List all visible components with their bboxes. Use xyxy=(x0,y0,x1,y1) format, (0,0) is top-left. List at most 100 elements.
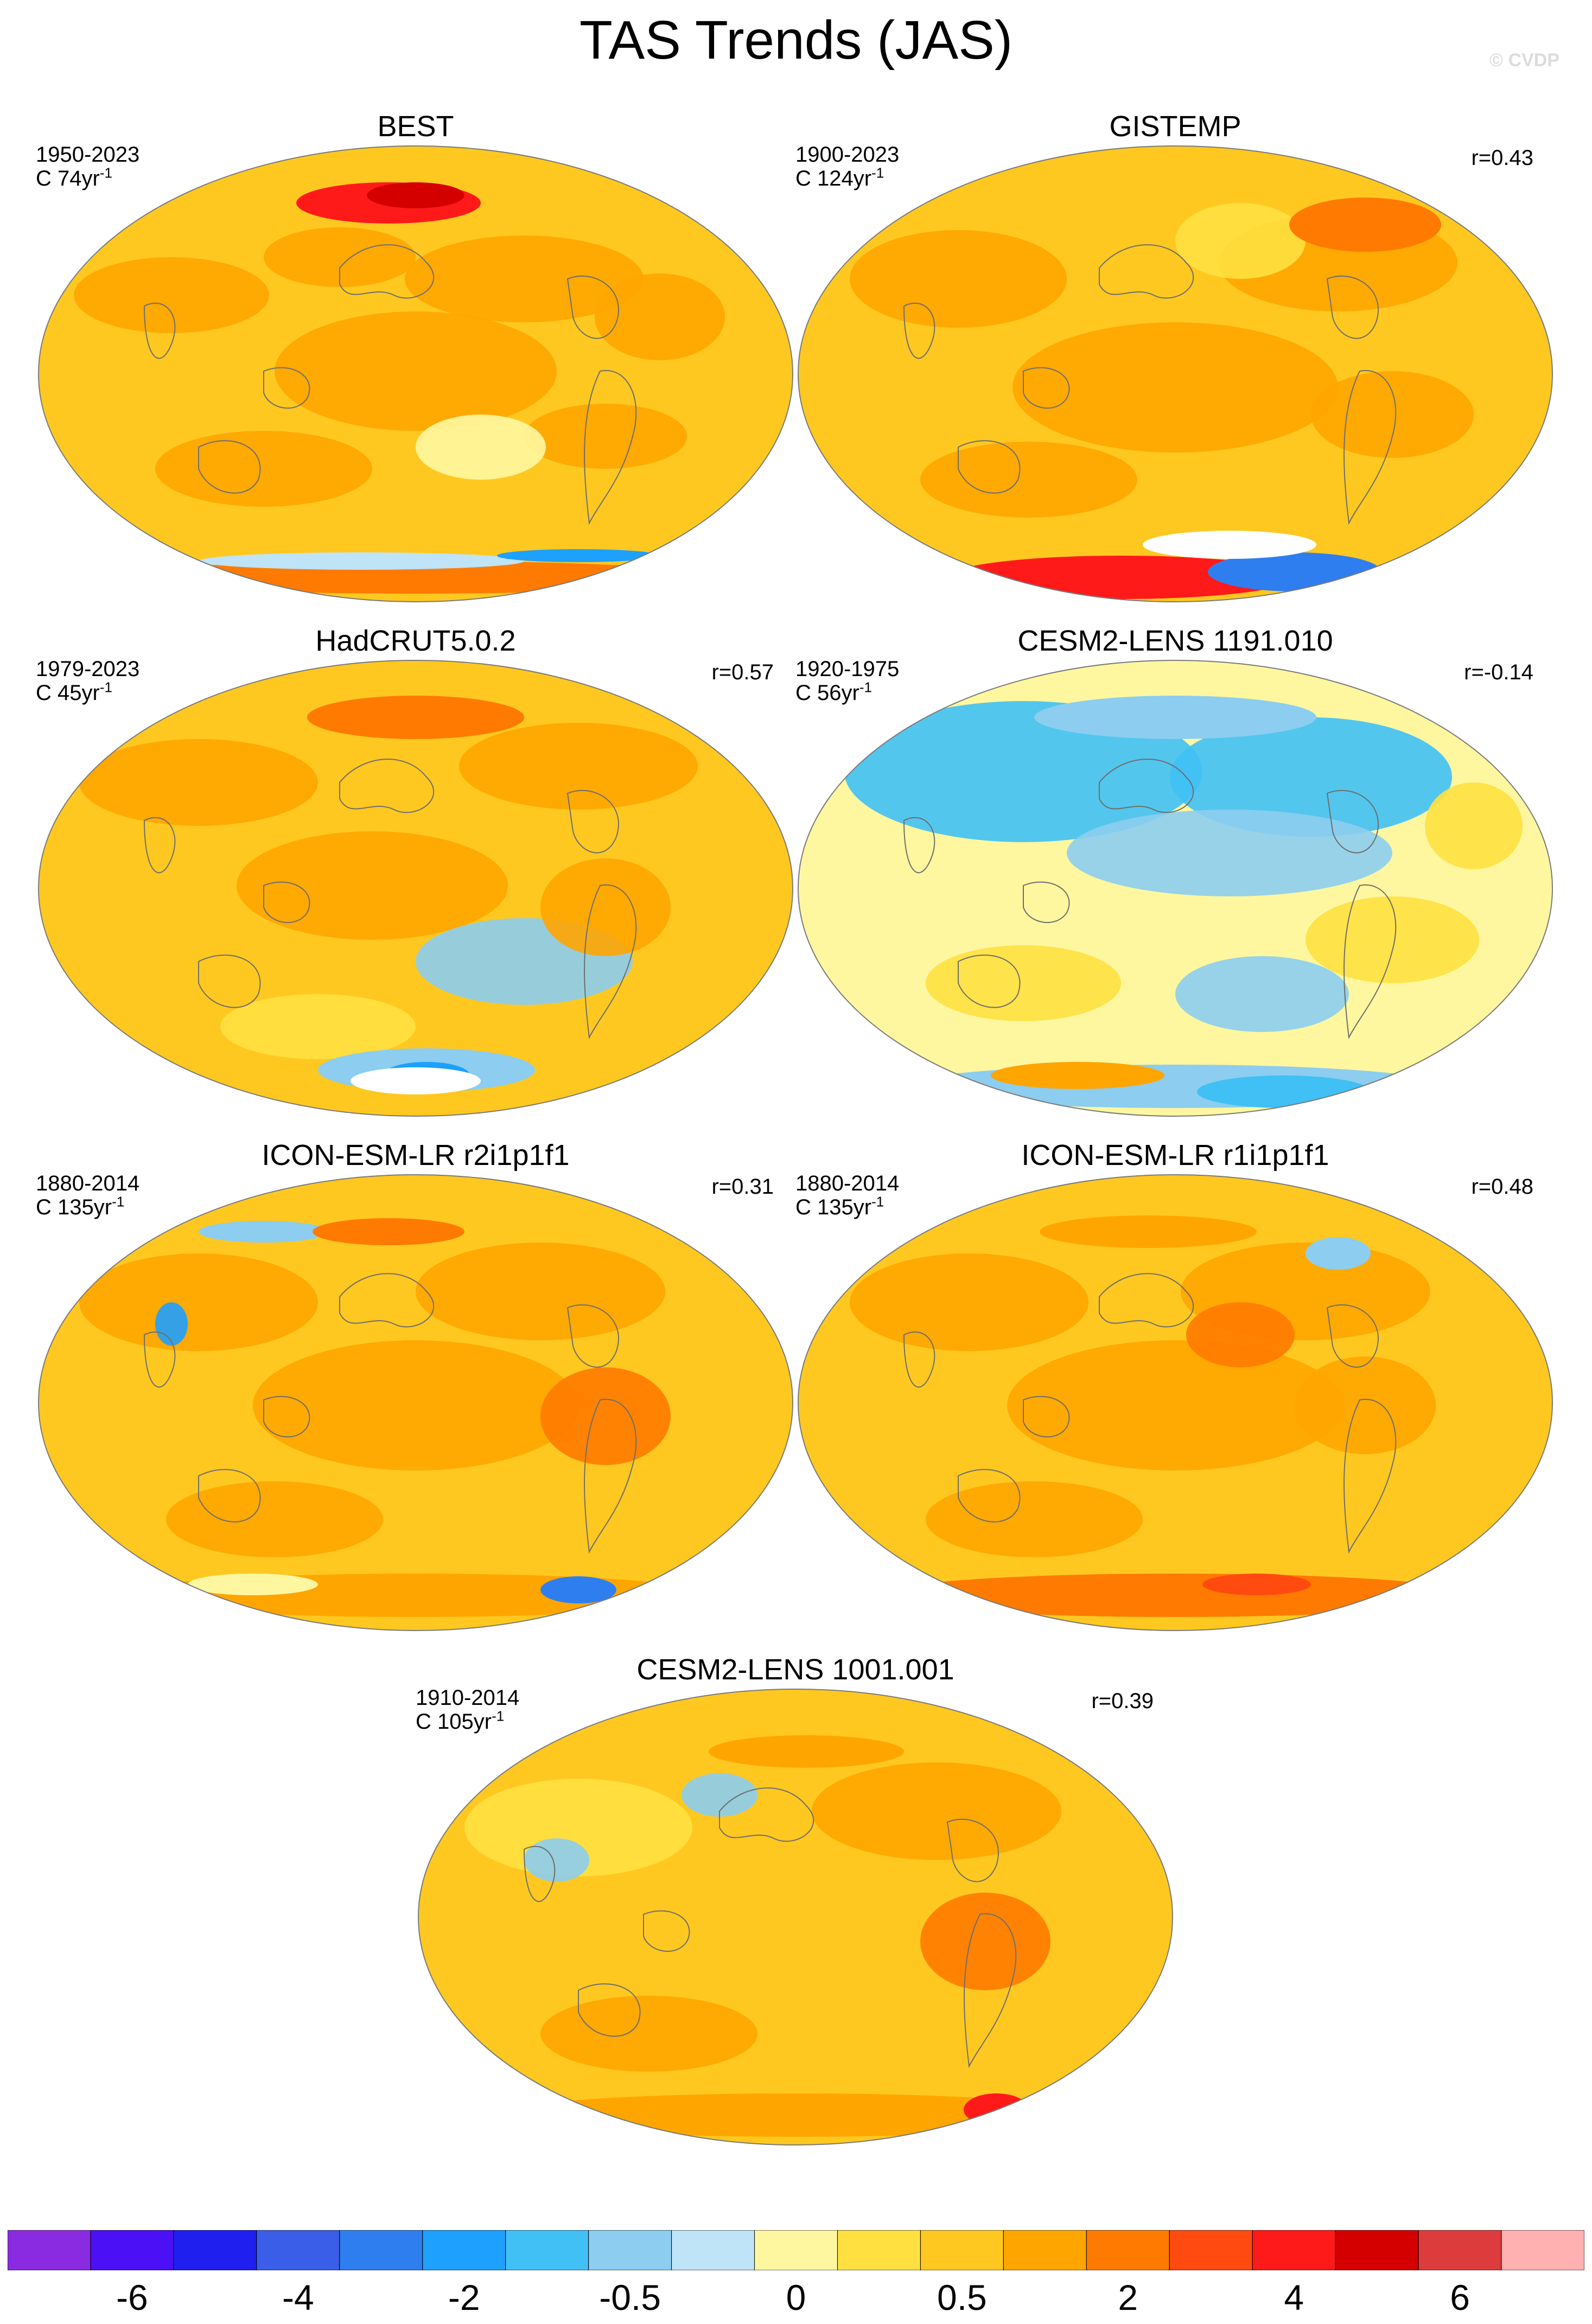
anomaly-region xyxy=(524,1838,589,1882)
watermark: © CVDP xyxy=(1489,50,1559,71)
anomaly-region xyxy=(79,1253,318,1351)
map-outline xyxy=(418,1689,1173,2145)
anomaly-region xyxy=(633,1865,958,1996)
coastline xyxy=(566,1304,619,1368)
anomaly-region xyxy=(540,1367,671,1465)
panel-correlation: r=0.39 xyxy=(1091,1689,1154,1713)
anomaly-region xyxy=(1170,717,1452,837)
coastline xyxy=(1099,1273,1194,1328)
anomaly-region xyxy=(464,1779,692,1876)
arctic-region xyxy=(1034,696,1316,739)
coastline xyxy=(964,1913,1017,2068)
panel-years: 1900-2023 xyxy=(795,143,900,167)
coastline xyxy=(903,817,935,874)
panel-title: CESM2-LENS 1191.010 xyxy=(1017,625,1333,657)
map-outline xyxy=(38,660,793,1117)
coastline xyxy=(566,789,619,854)
anomaly-region xyxy=(459,723,698,810)
coastline xyxy=(958,954,1021,1008)
anomaly-region xyxy=(79,739,318,826)
panel-gistemp: GISTEMP 1900-2023 C 124yr-1 r=0.43 xyxy=(795,110,1555,620)
antarctic-region xyxy=(1143,531,1316,559)
coastline xyxy=(1023,881,1070,923)
coastline xyxy=(339,759,435,813)
anomaly-region xyxy=(275,311,557,431)
colorbar-tick-label: 4 xyxy=(1284,2277,1304,2317)
panel-coverage: C 74yr-1 xyxy=(36,164,112,190)
panel-coverage: C 45yr-1 xyxy=(36,679,112,705)
anomaly-region xyxy=(416,1243,665,1340)
colorbar-swatch xyxy=(837,2230,921,2270)
arctic-region xyxy=(709,1735,904,1768)
panel-coverage: C 56yr-1 xyxy=(795,679,872,705)
panel-title: GISTEMP xyxy=(1109,110,1241,143)
colorbar-swatch xyxy=(422,2230,506,2270)
anomaly-region xyxy=(595,273,725,360)
anomaly-region xyxy=(1295,1357,1436,1454)
panel-coverage: C 124yr-1 xyxy=(795,164,884,190)
main-title: TAS Trends (JAS) xyxy=(579,10,1013,71)
arctic-region xyxy=(313,1218,464,1245)
colorbar-swatch xyxy=(920,2230,1004,2270)
coastline xyxy=(143,1331,176,1388)
anomaly-region xyxy=(850,1253,1088,1351)
map-field xyxy=(798,660,1552,1116)
anomaly-region xyxy=(1186,1302,1295,1367)
panel-title: CESM2-LENS 1001.001 xyxy=(636,1653,954,1686)
antarctic-region xyxy=(199,552,524,570)
arctic-region xyxy=(1289,198,1441,252)
coastline xyxy=(143,817,176,874)
anomaly-region xyxy=(74,257,269,333)
colorbar-swatch xyxy=(1501,2230,1584,2270)
anomaly-region xyxy=(253,1340,578,1470)
antarctic-region xyxy=(540,1576,616,1603)
anomaly-region xyxy=(155,431,372,507)
anomaly-region xyxy=(220,994,416,1059)
coastline xyxy=(1023,367,1070,409)
antarctic-region xyxy=(497,549,660,562)
coastline xyxy=(263,1396,310,1437)
coastline xyxy=(903,1331,935,1388)
anomaly-region xyxy=(920,1893,1050,1990)
colorbar-tick-label: -4 xyxy=(282,2277,314,2317)
coastline xyxy=(578,1983,641,2037)
arctic-region xyxy=(367,182,464,208)
coastline xyxy=(198,1469,261,1523)
colorbar-swatch xyxy=(505,2230,589,2270)
map-outline xyxy=(798,660,1553,1117)
panel-hadcrut: HadCRUT5.0.2 1979-2023 C 45yr-1 r=0.57 xyxy=(36,624,795,1134)
anomaly-region xyxy=(1306,896,1479,983)
colorbar-tick-label: -0.5 xyxy=(599,2277,661,2317)
anomaly-region xyxy=(812,1762,1061,1860)
anomaly-region xyxy=(1012,322,1338,453)
antarctic-region xyxy=(351,1067,481,1094)
coastline xyxy=(1023,1396,1070,1437)
colorbar-tick-label: 6 xyxy=(1450,2277,1470,2317)
panel-years: 1880-2014 xyxy=(36,1171,140,1195)
panel-title: ICON-ESM-LR r1i1p1f1 xyxy=(1021,1139,1329,1171)
trend-map xyxy=(418,1689,1173,2145)
panel-correlation: r=0.43 xyxy=(1471,146,1533,170)
anomaly-region xyxy=(524,404,687,469)
arctic-region xyxy=(307,696,524,739)
panel-title: HadCRUT5.0.2 xyxy=(315,625,516,657)
coastline xyxy=(903,302,935,359)
antarctic-region xyxy=(497,2093,573,2126)
panel-correlation: r=0.48 xyxy=(1471,1175,1533,1199)
coastline xyxy=(958,440,1021,494)
arctic-region xyxy=(1040,1215,1257,1248)
panel-years: 1880-2014 xyxy=(795,1171,900,1195)
anomaly-region xyxy=(416,415,546,480)
anomaly-region xyxy=(1311,371,1474,458)
coastline xyxy=(198,440,261,494)
anomaly-region xyxy=(682,1773,757,1817)
anomaly-region xyxy=(920,442,1137,518)
colorbar-swatch xyxy=(1418,2230,1502,2270)
colorbar-swatch xyxy=(256,2230,340,2270)
coastline xyxy=(584,884,637,1040)
panel-best: BEST 1950-2023 C 74yr-1 xyxy=(36,110,795,620)
anomaly-region xyxy=(264,227,416,287)
coastline xyxy=(263,881,310,923)
colorbar-swatch xyxy=(1003,2230,1087,2270)
anomaly-region xyxy=(1175,203,1306,279)
